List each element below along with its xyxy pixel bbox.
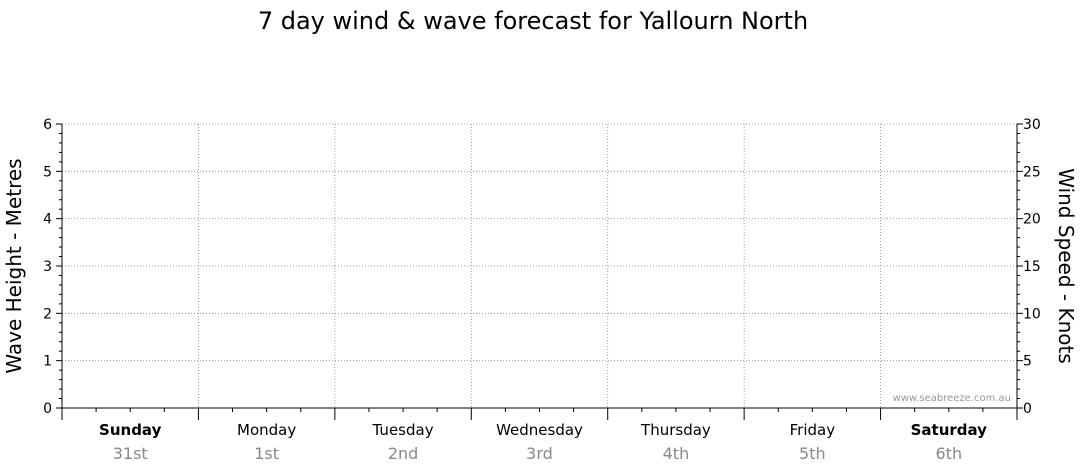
axes-layer xyxy=(61,124,1018,420)
day-labels-layer: Sunday 31st Monday 1st Tuesday 2nd Wednesday 3r… xyxy=(99,421,987,463)
day-date-label: 31st xyxy=(113,444,148,463)
day-date-label: 1st xyxy=(254,444,279,463)
day-name-label: Sunday xyxy=(99,421,162,439)
left-tick-label: 6 xyxy=(43,117,52,133)
chart-title: 7 day wind & wave forecast for Yallourn … xyxy=(258,7,808,35)
day-date-label: 5th xyxy=(799,444,826,463)
left-tick-label: 1 xyxy=(43,354,52,370)
day-name-label: Wednesday xyxy=(496,421,583,439)
right-tick-label: 20 xyxy=(1023,212,1041,228)
left-tick-label: 5 xyxy=(43,164,52,180)
day-name-label: Saturday xyxy=(911,421,988,439)
day-name-label: Monday xyxy=(237,421,296,439)
left-tick-label: 3 xyxy=(43,259,52,275)
right-tick-label: 25 xyxy=(1023,164,1041,180)
left-ticks-layer: 0 1 2 3 4 5 6 xyxy=(43,117,62,417)
day-date-label: 3rd xyxy=(526,444,553,463)
right-axis-title: Wind Speed - Knots xyxy=(1054,168,1078,364)
left-axis-title: Wave Height - Metres xyxy=(2,158,26,373)
day-date-label: 2nd xyxy=(388,444,418,463)
grid-layer xyxy=(62,123,1017,408)
day-name-label: Thursday xyxy=(640,421,711,439)
right-ticks-layer: 0 5 10 15 20 25 30 xyxy=(1017,117,1041,417)
day-date-label: 4th xyxy=(663,444,690,463)
right-tick-label: 30 xyxy=(1023,117,1041,133)
left-tick-label: 4 xyxy=(43,212,52,228)
watermark: www.seabreeze.com.au xyxy=(893,393,1011,404)
right-tick-label: 5 xyxy=(1023,354,1032,370)
left-tick-label: 2 xyxy=(43,306,52,322)
right-tick-label: 15 xyxy=(1023,259,1041,275)
right-tick-label: 0 xyxy=(1023,401,1032,417)
day-name-label: Friday xyxy=(790,421,836,439)
left-tick-label: 0 xyxy=(43,401,52,417)
day-date-label: 6th xyxy=(935,444,962,463)
day-name-label: Tuesday xyxy=(372,421,434,439)
right-tick-label: 10 xyxy=(1023,306,1041,322)
